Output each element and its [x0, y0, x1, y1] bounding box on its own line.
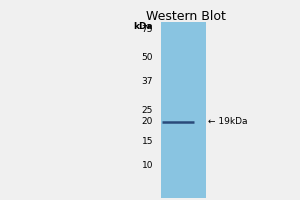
Text: Western Blot: Western Blot	[146, 10, 226, 23]
Text: 20: 20	[142, 117, 153, 127]
Text: kDa: kDa	[134, 22, 153, 31]
Bar	[160, 22, 206, 198]
Text: 75: 75	[142, 25, 153, 34]
Text: 37: 37	[142, 77, 153, 86]
Text: 15: 15	[142, 138, 153, 146]
Text: 50: 50	[142, 53, 153, 62]
Text: ← 19kDa: ← 19kDa	[208, 117, 248, 127]
Text: 25: 25	[142, 106, 153, 114]
Text: 10: 10	[142, 160, 153, 169]
